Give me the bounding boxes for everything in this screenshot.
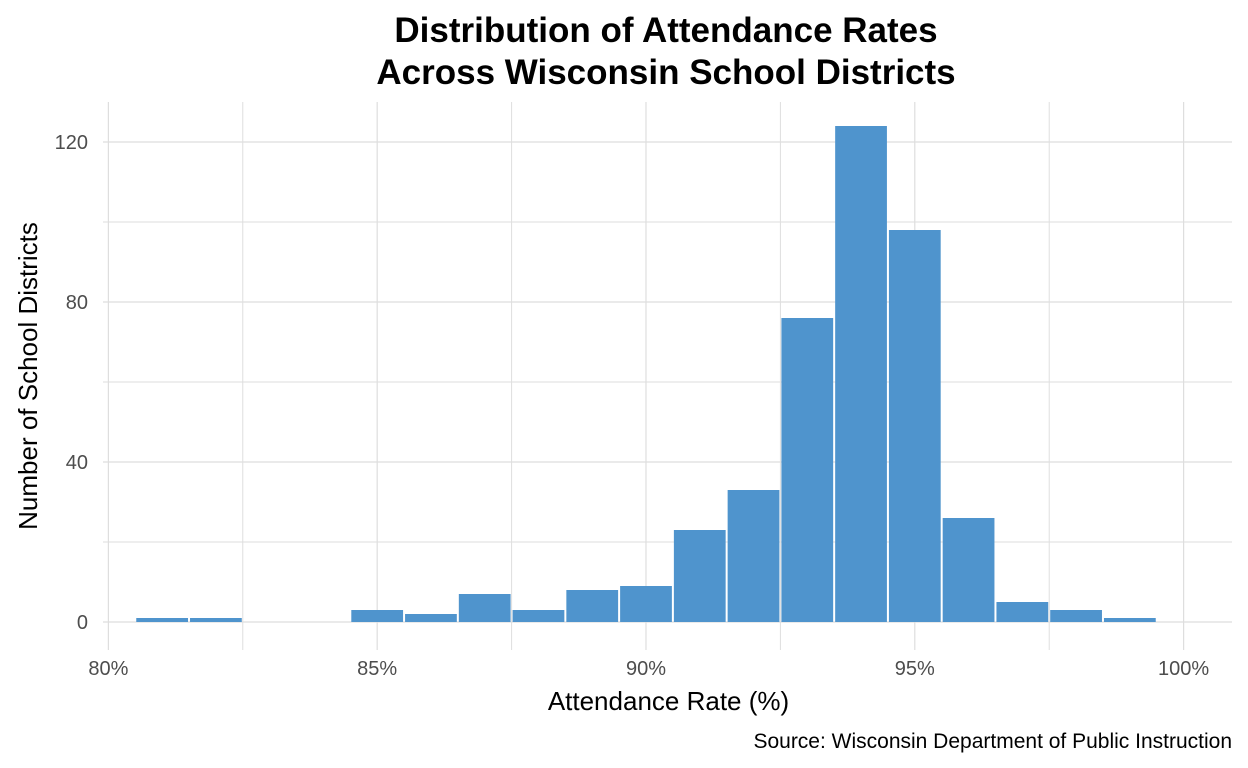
histogram-bar [405, 614, 457, 622]
histogram-bar [727, 490, 780, 622]
histogram-bar [136, 618, 189, 622]
histogram-bar [190, 618, 242, 622]
y-tick-label: 80 [66, 292, 88, 314]
x-tick-label: 80% [88, 658, 128, 680]
histogram-bar [566, 590, 619, 622]
histogram-bar [351, 610, 404, 622]
y-tick-label: 40 [66, 452, 88, 474]
histogram-bar [835, 126, 887, 622]
histogram-bar [458, 594, 511, 622]
chart-subtitle: Across Wisconsin School Districts [376, 53, 956, 92]
histogram-bar [996, 602, 1049, 622]
x-tick-label: 100% [1158, 658, 1209, 680]
histogram-bar [1050, 610, 1102, 622]
histogram-bar [888, 230, 941, 622]
x-axis-title: Attendance Rate (%) [548, 686, 789, 716]
histogram-bar [673, 530, 726, 622]
y-axis-title: Number of School Districts [13, 222, 43, 530]
x-tick-label: 95% [895, 658, 935, 680]
histogram-bar [620, 586, 672, 622]
chart-caption: Source: Wisconsin Department of Public I… [753, 730, 1232, 753]
y-tick-label: 120 [55, 132, 88, 154]
x-tick-label: 85% [357, 658, 397, 680]
x-tick-label: 90% [626, 658, 666, 680]
histogram-bar [1103, 618, 1156, 622]
histogram-bar [942, 518, 995, 622]
histogram-bar [781, 318, 834, 622]
chart-title: Distribution of Attendance Rates [394, 11, 938, 50]
histogram-bar [512, 610, 565, 622]
y-tick-label: 0 [77, 612, 88, 634]
